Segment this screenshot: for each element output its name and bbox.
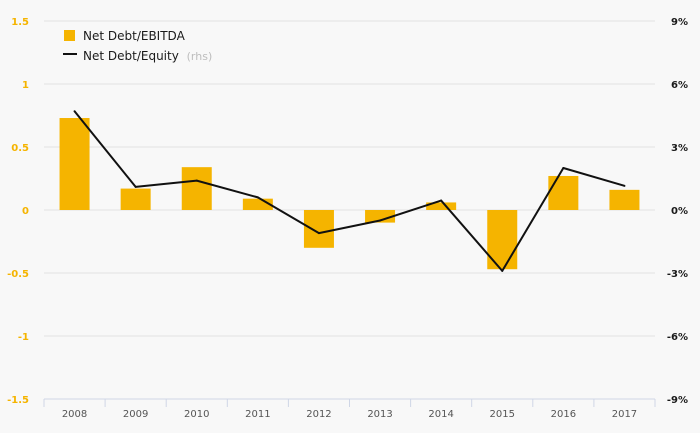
line-point (317, 232, 320, 235)
x-tick-label: 2013 (367, 409, 392, 420)
x-tick-label: 2017 (612, 409, 637, 420)
y-right-tick-label: -3% (667, 269, 688, 280)
bar (426, 202, 457, 210)
y-left-tick-label: 0.5 (11, 143, 29, 154)
y-left-tick-label: -1.5 (7, 395, 29, 406)
x-tick-label: 2011 (245, 409, 270, 420)
line-point (134, 185, 137, 188)
bar (303, 210, 334, 248)
axes: -1.5 -1 -0.5 0 0.5 1 1.5 -9% -6% -3% 0% 3% 6% 9% 2008 2… (7, 17, 688, 420)
y-left-tick-label: -0.5 (7, 269, 29, 280)
bar (181, 167, 212, 210)
line-point (501, 269, 504, 272)
y-right-tick-label: 3% (671, 143, 688, 154)
line-point (379, 219, 382, 222)
series-line-net-debt-equity (73, 110, 625, 272)
x-tick-label: 2008 (62, 409, 87, 420)
y-left-tick-label: 1 (22, 80, 29, 91)
legend-label-net-debt-equity: Net Debt/Equity (rhs) (83, 49, 212, 63)
x-tick-label: 2010 (184, 409, 209, 420)
line-point (562, 167, 565, 169)
line-series (73, 110, 626, 272)
bar (120, 188, 151, 210)
y-left-tick-label: 1.5 (11, 17, 29, 28)
bar (59, 118, 90, 210)
legend-label-net-debt-equity-suffix: (rhs) (187, 50, 213, 63)
legend-label-net-debt-equity-main: Net Debt/Equity (83, 49, 179, 63)
x-tick-label: 2012 (306, 409, 331, 420)
x-tick-label: 2015 (490, 409, 515, 420)
x-tick-label: 2009 (123, 409, 148, 420)
bar (609, 189, 640, 210)
y-right-tick-label: 9% (671, 17, 688, 28)
y-left-tick-label: 0 (22, 206, 29, 217)
legend-label-net-debt-ebitda: Net Debt/EBITDA (83, 29, 186, 43)
line-point (195, 179, 198, 182)
x-tick-label: 2014 (428, 409, 453, 420)
bar (242, 198, 273, 210)
y-right-tick-label: 0% (671, 206, 688, 217)
line-point (623, 184, 626, 187)
bar (365, 210, 396, 223)
bar (487, 210, 518, 270)
y-right-tick-label: -9% (667, 395, 688, 406)
x-tick-label: 2016 (551, 409, 576, 420)
bar (548, 175, 579, 210)
bar-series (59, 118, 640, 270)
line-point (73, 110, 76, 113)
y-right-tick-label: 6% (671, 80, 688, 91)
y-left-tick-label: -1 (18, 332, 29, 343)
legend-swatch-net-debt-ebitda (64, 30, 75, 41)
legend: Net Debt/EBITDA Net Debt/Equity (rhs) (63, 29, 212, 63)
line-point (440, 199, 443, 202)
y-right-tick-label: -6% (667, 332, 688, 343)
line-point (256, 196, 259, 199)
